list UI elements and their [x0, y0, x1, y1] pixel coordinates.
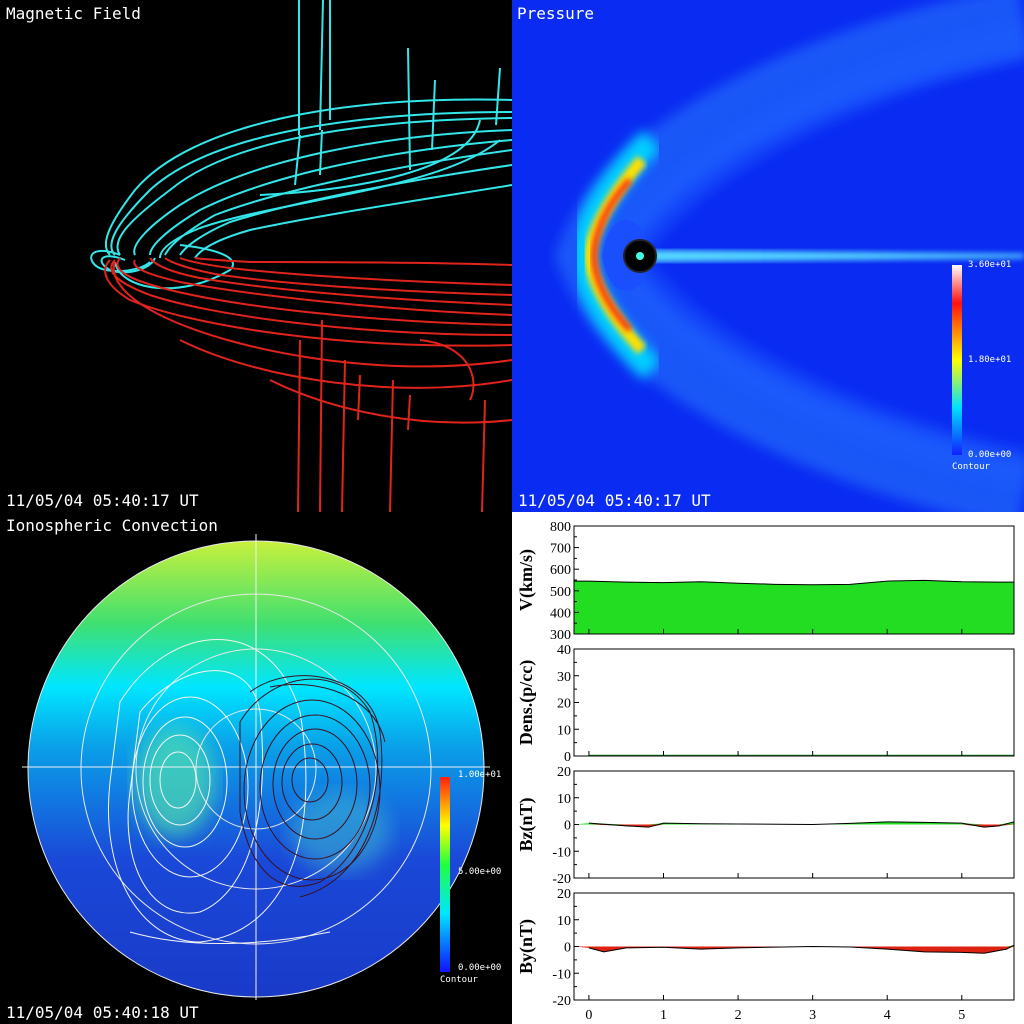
solar-wind-plots-panel: 800 700 600 500 400 300 V(km/s) 40 30 20 10 0 Dens.(…	[512, 512, 1024, 1024]
panel-title: Ionospheric Convection	[6, 516, 218, 535]
y-tick-label: 500	[550, 585, 571, 600]
colorbar-max-label: 3.60e+01	[968, 260, 1012, 270]
series-line	[588, 821, 1015, 828]
x-tick-label: 5	[958, 1008, 965, 1023]
colorbar-caption: Contour	[440, 975, 478, 985]
y-tick-label: 20	[557, 697, 571, 712]
y-tick-label: 30	[557, 670, 571, 685]
panel-title: Magnetic Field	[6, 4, 141, 23]
ionosphere-colorbar	[440, 777, 450, 972]
pressure-plot	[554, 0, 1024, 512]
y-tick-label: 40	[557, 643, 571, 658]
x-tick-label: 0	[585, 1008, 592, 1023]
y-axis-label: By(nT)	[516, 919, 537, 974]
colorbar-max-label: 1.00e+01	[458, 770, 502, 780]
panel-title: Pressure	[517, 4, 595, 23]
y-tick-label: 10	[557, 792, 571, 807]
y-tick-label: 0	[564, 941, 571, 956]
x-tick-label: 1	[660, 1008, 667, 1023]
y-tick-label: -20	[552, 872, 571, 887]
colorbar-min-label: 0.00e+00	[968, 450, 1012, 460]
timestamp: 11/05/04 05:40:18 UT	[6, 1003, 199, 1022]
potential-contours-dawn	[239, 675, 386, 898]
series-area	[573, 579, 1015, 635]
pressure-colorbar	[952, 265, 962, 455]
magnetic-field-plot	[90, 0, 512, 512]
northern-field-lines	[90, 0, 512, 290]
y-tick-label: 800	[550, 520, 571, 535]
y-tick-label: 700	[550, 542, 571, 557]
y-axis-label: Bz(nT)	[516, 797, 537, 851]
y-tick-label: -20	[552, 994, 571, 1009]
x-tick-label: 3	[809, 1008, 816, 1023]
timestamp: 11/05/04 05:40:17 UT	[518, 491, 711, 510]
y-tick-label: -10	[552, 967, 571, 982]
x-tick-label: 2	[735, 1008, 742, 1023]
colorbar-mid-label: 1.80e+01	[968, 355, 1012, 365]
magnetic-field-panel: Magnetic Field 11/05/04 05:40:17 UT	[0, 0, 512, 512]
y-tick-label: 10	[557, 723, 571, 738]
colorbar-mid-label: 5.00e+00	[458, 867, 502, 877]
y-tick-label: 400	[550, 606, 571, 621]
y-axis-label: V(km/s)	[516, 549, 537, 611]
ionospheric-convection-panel: Ionospheric Convection 1.00e+01 5.00e+00…	[0, 512, 512, 1024]
y-tick-label: 20	[557, 887, 571, 902]
y-tick-label: -10	[552, 845, 571, 860]
pressure-panel: Pressure 3.60e+01 1.80e+01 0.00e+00 Cont…	[512, 0, 1024, 512]
y-tick-label: 0	[564, 819, 571, 834]
y-tick-label: 300	[550, 628, 571, 643]
colorbar-min-label: 0.00e+00	[458, 963, 502, 973]
y-tick-label: 20	[557, 765, 571, 780]
solar-wind-charts: 800700600500400300V(km/s)403020100Dens.(…	[516, 520, 1015, 1023]
plot-frame	[573, 648, 1015, 757]
y-tick-label: 10	[557, 914, 571, 929]
positive-area	[574, 945, 1014, 947]
y-tick-label: 0	[564, 750, 571, 765]
y-axis-label: Dens.(p/cc)	[516, 660, 537, 745]
ionosphere-plot	[22, 534, 490, 1000]
southern-field-lines	[104, 257, 512, 512]
y-tick-label: 600	[550, 563, 571, 578]
x-tick-label: 4	[884, 1008, 891, 1023]
colorbar-caption: Contour	[952, 462, 990, 472]
potential-contours-dusk	[108, 639, 331, 945]
timestamp: 11/05/04 05:40:17 UT	[6, 491, 199, 510]
series-line	[588, 944, 1015, 954]
